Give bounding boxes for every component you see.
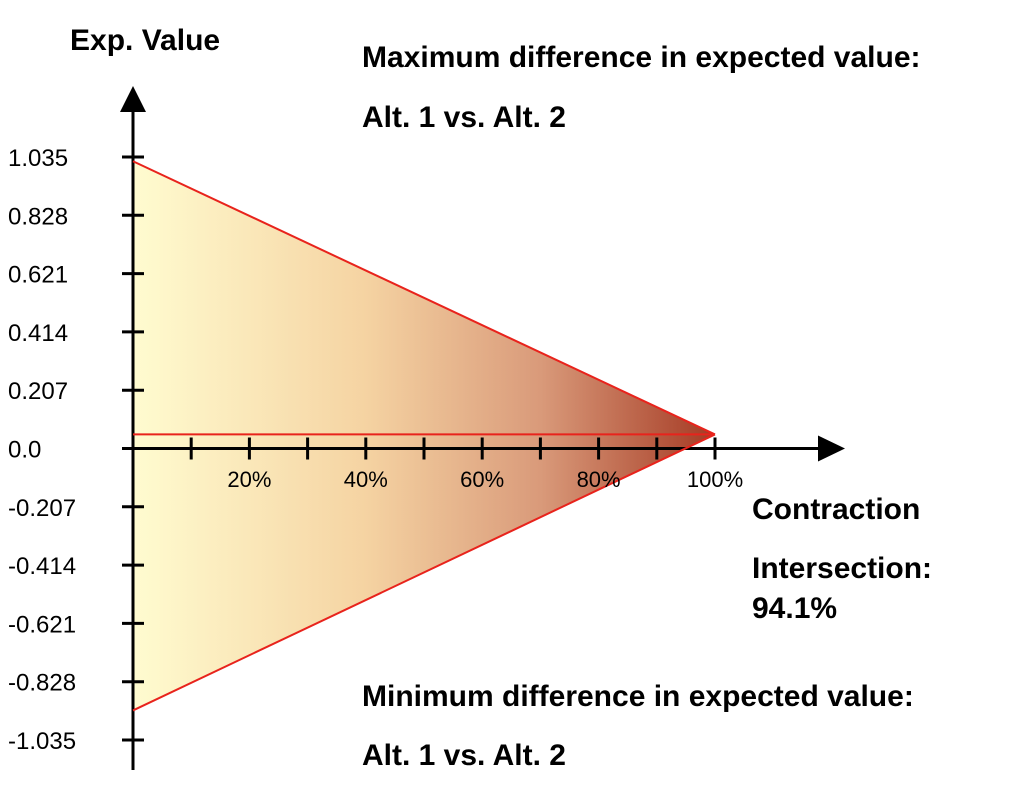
intersection-value: 94.1% <box>752 592 837 625</box>
y-axis-label: Exp. Value <box>70 24 220 57</box>
lower-annotation-line1: Minimum difference in expected value: <box>362 680 914 713</box>
y-tick-label: 0.621 <box>8 262 68 289</box>
y-tick-label: -0.621 <box>8 611 76 638</box>
y-tick-label: 1.035 <box>8 145 68 172</box>
x-axis-arrow-icon <box>818 435 845 462</box>
y-tick-label: 0.828 <box>8 203 68 230</box>
x-tick-label: 40% <box>344 467 388 492</box>
x-tick-label: 20% <box>227 467 271 492</box>
upper-annotation-line1: Maximum difference in expected value: <box>362 41 921 74</box>
x-tick-label: 60% <box>460 467 504 492</box>
x-tick-label: 80% <box>577 467 621 492</box>
y-tick-label: 0.414 <box>8 320 68 347</box>
y-tick-label: -0.414 <box>8 553 76 580</box>
max-difference-line <box>132 160 716 436</box>
line-layer <box>132 160 716 712</box>
y-tick-label: 0.0 <box>8 437 41 464</box>
difference-area <box>133 161 715 711</box>
min-difference-line <box>132 433 716 712</box>
tick-layer: 1.035 0.828 0.621 0.414 0.207 0.0 -0.207 -0.414… <box>8 145 743 755</box>
y-tick-label: -1.035 <box>8 728 76 755</box>
upper-annotation-line2: Alt. 1 vs. Alt. 2 <box>362 101 566 134</box>
x-tick-label: 100% <box>687 467 743 492</box>
area-layer <box>133 161 715 711</box>
y-axis-arrow-icon <box>120 86 146 112</box>
intersection-label: Intersection: <box>752 552 932 585</box>
x-axis-label: Contraction <box>752 493 920 526</box>
y-tick-label: -0.207 <box>8 495 76 522</box>
y-tick-label: -0.828 <box>8 670 76 697</box>
y-tick-label: 0.207 <box>8 378 68 405</box>
lower-annotation-line2: Alt. 1 vs. Alt. 2 <box>362 739 566 772</box>
